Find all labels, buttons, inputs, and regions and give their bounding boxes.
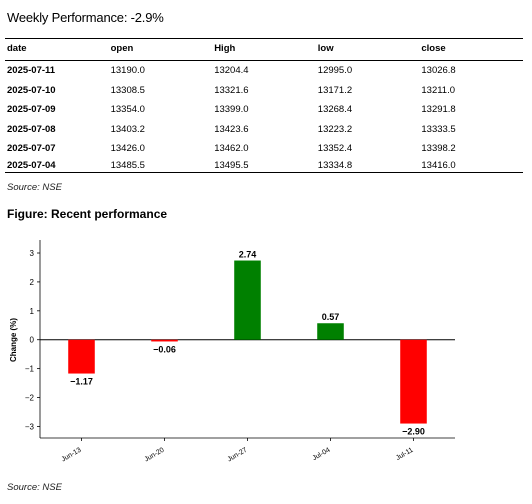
table-row: 2025-07-08 13403.2 13423.6 13223.2 13333… bbox=[5, 120, 523, 140]
bar-value-label: −2.90 bbox=[402, 427, 425, 437]
table-cell-date: 2025-07-07 bbox=[7, 143, 56, 155]
y-tick-label: −2 bbox=[25, 394, 35, 403]
column-header-low: low bbox=[315, 38, 420, 61]
table-cell-date: 2025-07-08 bbox=[7, 123, 56, 135]
bar-jun-13 bbox=[68, 339, 95, 374]
table-cell-open: 13190.0 bbox=[110, 65, 145, 77]
table-row: 2025-07-07 13426.0 13462.0 13352.4 13398… bbox=[5, 139, 523, 159]
x-tick-label: Jun-20 bbox=[143, 447, 165, 464]
table-row: 2025-07-10 13308.5 13321.6 13171.2 13211… bbox=[5, 81, 523, 101]
table-cell-date: 2025-07-09 bbox=[7, 104, 56, 116]
bar-value-label: −1.17 bbox=[70, 377, 93, 387]
y-tick-label: −3 bbox=[25, 422, 35, 431]
table-cell-low: 13171.2 bbox=[317, 84, 353, 96]
x-tick-label: Jun-13 bbox=[60, 447, 82, 464]
y-tick-label: −1 bbox=[25, 365, 35, 374]
table-cell-close: 13026.8 bbox=[421, 65, 456, 77]
column-header-high: High bbox=[212, 38, 316, 61]
x-tick-label: Jul-11 bbox=[395, 447, 415, 462]
table-cell-high: 13204.4 bbox=[214, 65, 249, 77]
figure-source-note: Source: NSE bbox=[7, 482, 62, 493]
table-header-row: date open High low close bbox=[5, 38, 523, 61]
table-row: 2025-07-04 13485.5 13495.5 13334.8 13416… bbox=[5, 158, 523, 173]
table-cell-close: 13398.2 bbox=[421, 143, 456, 155]
column-header-date: date bbox=[5, 38, 109, 61]
figure-title: Figure: Recent performance bbox=[7, 207, 168, 221]
y-tick-label: 3 bbox=[30, 249, 35, 258]
column-header-open: open bbox=[108, 38, 213, 61]
table-cell-open: 13426.0 bbox=[110, 143, 145, 155]
x-tick-label: Jun-27 bbox=[226, 447, 248, 464]
bar-jul-11 bbox=[400, 339, 427, 424]
table-cell-high: 13423.6 bbox=[214, 123, 249, 135]
table-cell-low: 12995.0 bbox=[317, 65, 353, 77]
column-header-close: close bbox=[419, 38, 523, 61]
x-tick-label: Jul-04 bbox=[311, 447, 331, 463]
y-tick-label: 1 bbox=[30, 307, 35, 316]
table-cell-open: 13308.5 bbox=[110, 84, 145, 96]
table-row: 2025-07-11 13190.0 13204.4 12995.0 13026… bbox=[5, 61, 523, 81]
bar-jun-27 bbox=[234, 260, 261, 340]
bar-chart: 3 2 1 0 −1 −2 −3 Jun-13 Jun-20 Jun-27 Jul-04 Jul-11… bbox=[9, 240, 455, 464]
table-cell-high: 13399.0 bbox=[214, 104, 249, 116]
bar-jun-20 bbox=[151, 339, 178, 342]
bar-value-label: 0.57 bbox=[322, 312, 340, 322]
table-cell-high: 13462.0 bbox=[214, 143, 249, 155]
y-tick-label: 0 bbox=[30, 336, 35, 345]
table-cell-open: 13403.2 bbox=[110, 123, 145, 135]
y-tick-label: 2 bbox=[30, 278, 35, 287]
table-cell-low: 13334.8 bbox=[315, 158, 420, 173]
table-cell-close: 13416.0 bbox=[419, 158, 523, 173]
bar-jul-04 bbox=[317, 323, 344, 340]
table-cell-low: 13268.4 bbox=[317, 104, 353, 116]
table-cell-date: 2025-07-11 bbox=[7, 65, 56, 77]
table-cell-open: 13485.5 bbox=[108, 158, 213, 173]
table-source-note: Source: NSE bbox=[7, 182, 62, 193]
table-cell-date: 2025-07-04 bbox=[5, 158, 109, 173]
table-cell-close: 13333.5 bbox=[421, 123, 456, 135]
table-cell-high: 13495.5 bbox=[212, 158, 316, 173]
table-cell-close: 13211.0 bbox=[421, 84, 456, 96]
table-cell-close: 13291.8 bbox=[421, 104, 456, 116]
bar-value-label: −0.06 bbox=[153, 344, 176, 354]
table-cell-low: 13223.2 bbox=[317, 123, 353, 135]
table-cell-date: 2025-07-10 bbox=[7, 84, 56, 96]
table-cell-low: 13352.4 bbox=[317, 143, 353, 155]
table-cell-high: 13321.6 bbox=[214, 84, 249, 96]
table-cell-open: 13354.0 bbox=[110, 104, 145, 116]
price-table: date open High low close 2025-07-11 1319… bbox=[5, 38, 523, 173]
bar-value-label: 2.74 bbox=[239, 250, 257, 260]
page-title: Weekly Performance: -2.9% bbox=[7, 10, 164, 25]
y-axis-label: Change (%) bbox=[9, 318, 18, 362]
table-row: 2025-07-09 13354.0 13399.0 13268.4 13291… bbox=[5, 100, 523, 120]
